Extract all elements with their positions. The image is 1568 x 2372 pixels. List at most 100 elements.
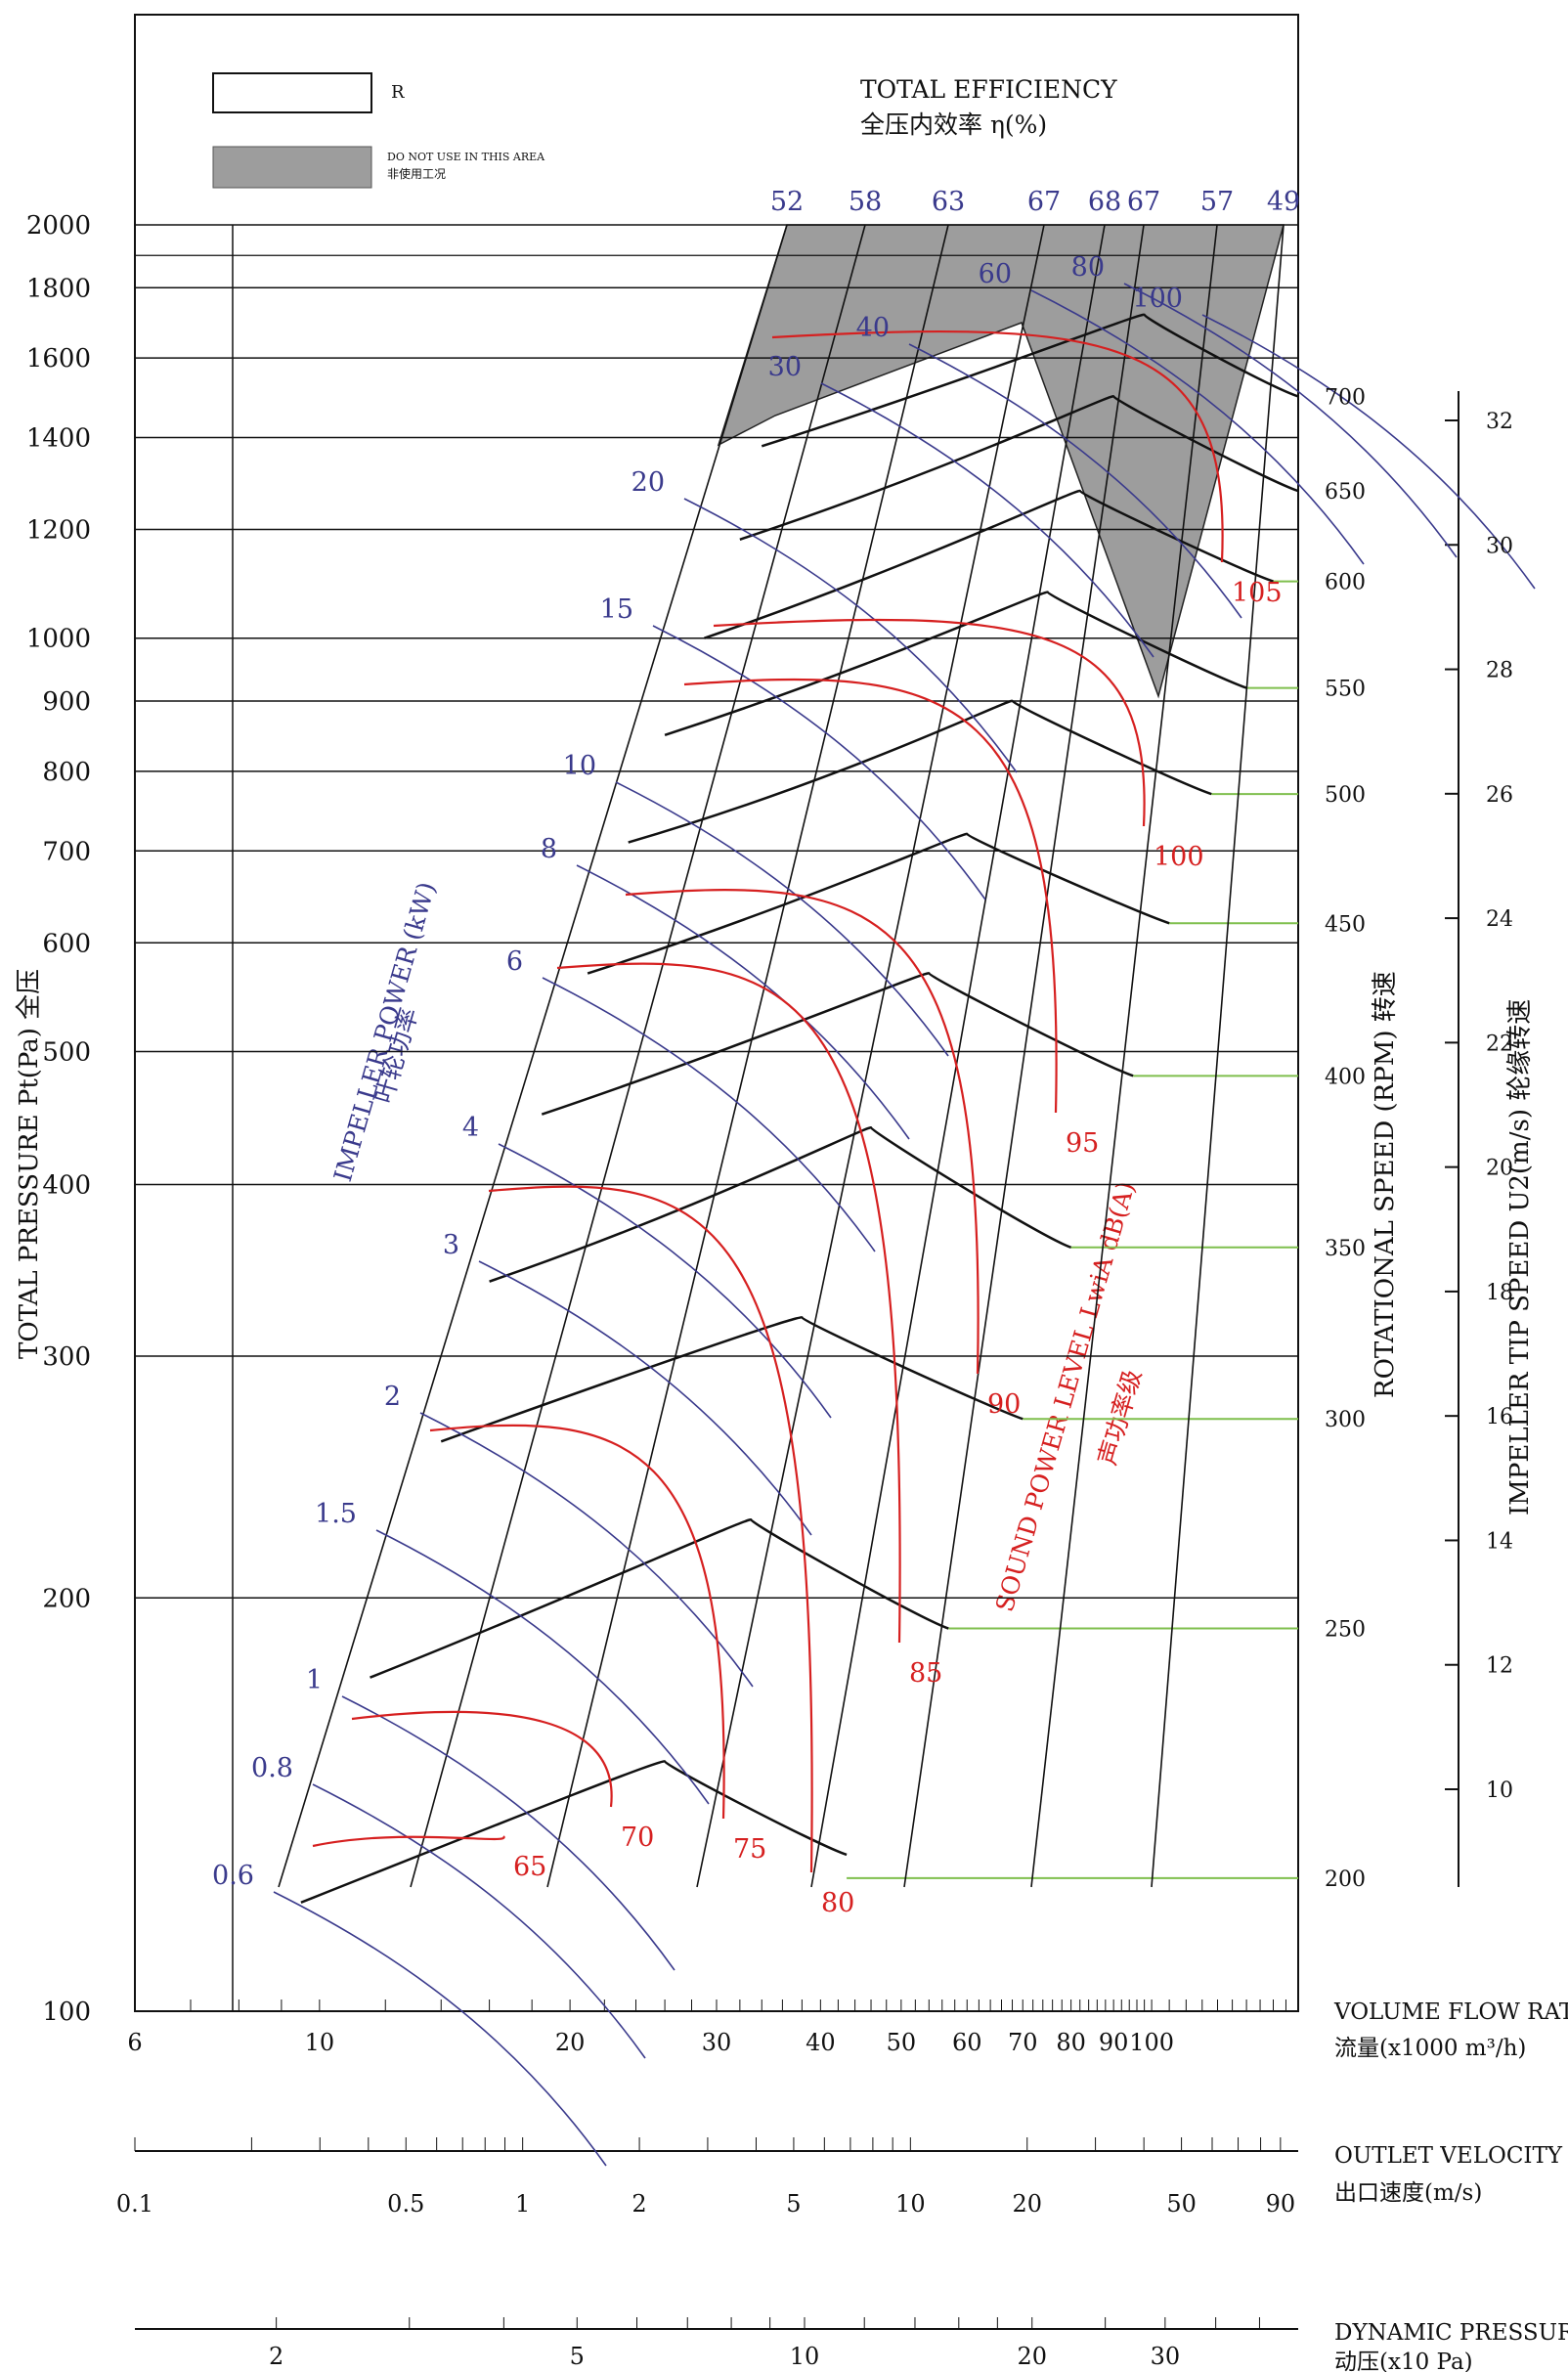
fan-curve-rpm-500	[628, 699, 1212, 844]
impeller-power-label: 40	[856, 313, 890, 343]
sound-power-label: 65	[513, 1852, 546, 1882]
velocity-tick-label: 0.5	[387, 2190, 424, 2218]
rpm-label: 250	[1325, 1618, 1366, 1643]
sound-power-label: 85	[909, 1658, 942, 1689]
flow-tick-label: 50	[887, 2029, 917, 2056]
y-tick-label: 200	[42, 1584, 91, 1613]
rated-legend-swatch	[212, 72, 372, 113]
sound-power-curve	[625, 889, 980, 1375]
rpm-label: 350	[1325, 1237, 1366, 1261]
velocity-axis-title-zh: 出口速度(m/s)	[1334, 2180, 1482, 2206]
fan-curve-rpm-350	[489, 1126, 1072, 1283]
efficiency-top-label: 57	[1200, 187, 1234, 217]
rpm-label: 450	[1325, 912, 1366, 937]
sound-power-label: 80	[821, 1888, 854, 1918]
impeller-power-label: 30	[768, 352, 802, 382]
y-tick-label: 600	[42, 929, 91, 958]
rpm-label: 600	[1325, 571, 1366, 595]
tip-speed-label: 24	[1486, 907, 1513, 932]
impeller-power-label: 80	[1071, 252, 1105, 283]
impeller-power-label: 15	[600, 594, 633, 625]
velocity-tick-label: 10	[895, 2190, 926, 2218]
velocity-tick-label: 1	[515, 2190, 530, 2218]
efficiency-top-label: 63	[932, 187, 965, 217]
rpm-label: 650	[1325, 480, 1366, 505]
sound-power-label: 75	[733, 1834, 766, 1865]
efficiency-top-label: 58	[849, 187, 882, 217]
y-tick-label: 400	[42, 1171, 91, 1201]
velocity-tick-label: 20	[1012, 2190, 1042, 2218]
tip-speed-label: 30	[1486, 534, 1513, 558]
fan-curve-rpm-650	[739, 395, 1299, 541]
fan-curve-rpm-400	[541, 972, 1134, 1116]
impeller-power-curve	[683, 498, 1018, 773]
dynamic-pressure-axis-title-en: DYNAMIC PRESSURE	[1334, 2320, 1568, 2346]
label-layer: 1002003004005006007008009001000120014001…	[26, 187, 1513, 2370]
grid-layer	[134, 224, 1459, 2329]
dynamic-pressure-tick-label: 30	[1151, 2343, 1181, 2370]
flow-tick-label: 20	[555, 2029, 586, 2056]
efficiency-title-en: TOTAL EFFICIENCY	[860, 75, 1117, 104]
impeller-power-label: 0.6	[212, 1861, 254, 1891]
y-tick-label: 700	[42, 837, 91, 866]
rpm-label: 550	[1325, 678, 1366, 702]
sound-power-label: 70	[621, 1823, 654, 1853]
tip-speed-label: 12	[1486, 1654, 1513, 1679]
efficiency-line	[1030, 224, 1218, 1888]
dynamic-pressure-tick-label: 10	[790, 2343, 820, 2370]
rated-legend-label: R	[391, 82, 405, 103]
impeller-power-label: 4	[462, 1113, 479, 1143]
impeller-power-label: 1.5	[315, 1499, 357, 1529]
flow-tick-label: 90	[1099, 2029, 1129, 2056]
flow-tick-label: 60	[952, 2029, 982, 2056]
y-tick-label: 1800	[26, 274, 91, 303]
dynamic-pressure-axis-title-zh: 动压(x10 Pa)	[1334, 2350, 1473, 2372]
dynamic-pressure-tick-label: 20	[1017, 2343, 1047, 2370]
flow-tick-label: 10	[305, 2029, 335, 2056]
no-use-legend-label-zh: 非使用工况	[387, 166, 446, 181]
fan-curve-rpm-200	[300, 1760, 848, 1904]
dynamic-pressure-tick-label: 5	[570, 2343, 585, 2370]
fan-curve-rpm-300	[440, 1316, 1024, 1443]
impeller-power-curve	[1030, 289, 1365, 565]
impeller-power-curve	[1123, 283, 1458, 558]
tip-speed-axis-title: IMPELLER TIP SPEED U2(m/s) 轮缘转速	[1505, 999, 1535, 1515]
rpm-label: 200	[1325, 1867, 1366, 1892]
tip-speed-label: 14	[1486, 1529, 1513, 1554]
no-use-region	[717, 224, 1285, 699]
flow-tick-label: 6	[127, 2029, 142, 2056]
tip-speed-label: 10	[1486, 1779, 1513, 1803]
tip-speed-label: 28	[1486, 659, 1513, 683]
no-use-legend-swatch	[212, 146, 372, 189]
tip-speed-label: 18	[1486, 1281, 1513, 1305]
impeller-power-label: 100	[1132, 284, 1183, 314]
sound-power-curve	[683, 678, 1058, 1114]
sound-power-label: 90	[987, 1389, 1021, 1420]
impeller-power-curve	[652, 625, 986, 900]
y-tick-label: 1000	[26, 625, 91, 654]
tip-speed-label: 22	[1486, 1032, 1513, 1056]
efficiency-line	[278, 224, 788, 1888]
impeller-power-label: 3	[443, 1230, 459, 1260]
efficiency-title-zh: 全压内效率 η(%)	[860, 110, 1047, 139]
legend: R DO NOT USE IN THIS AREA 非使用工况 TOTAL EF…	[212, 72, 1117, 189]
impeller-power-label: 8	[541, 834, 557, 864]
y-tick-label: 500	[42, 1037, 91, 1067]
velocity-tick-label: 90	[1266, 2190, 1296, 2218]
efficiency-line	[546, 224, 949, 1888]
impeller-power-curve	[312, 1783, 646, 2059]
flow-tick-label: 80	[1056, 2029, 1086, 2056]
curve-layer	[273, 224, 1536, 2167]
impeller-power-curve	[273, 1891, 607, 2167]
sound-power-curve	[556, 962, 901, 1644]
impeller-power-label: 6	[506, 946, 523, 977]
flow-axis-title-zh: 流量(x1000 m³/h)	[1334, 2036, 1526, 2061]
sound-power-curve	[429, 1424, 725, 1820]
y-tick-label: 900	[42, 687, 91, 717]
fan-curve-rpm-250	[370, 1518, 949, 1679]
velocity-axis-title-en: OUTLET VELOCITY	[1334, 2143, 1563, 2169]
efficiency-top-label: 49	[1267, 187, 1300, 217]
impeller-power-caption-en: IMPELLER POWER (kW)	[328, 879, 441, 1185]
sound-power-caption-zh: 声功率级	[1093, 1367, 1147, 1469]
